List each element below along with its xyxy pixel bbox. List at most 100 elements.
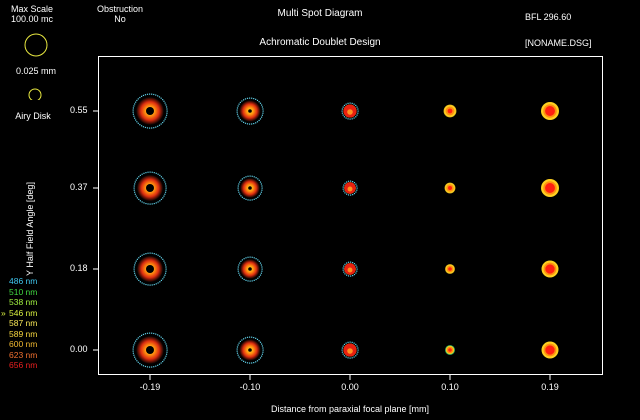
x-tick-label: -0.19 [139, 382, 161, 392]
spot-ray [261, 185, 263, 187]
spot-ray [347, 180, 350, 182]
spot-ray [165, 114, 168, 116]
spot-ray [347, 102, 349, 104]
spot-ray [153, 172, 155, 174]
spot-ray [145, 172, 147, 174]
chart-title: Multi Spot Diagram [277, 8, 363, 19]
spot-ray [136, 121, 138, 123]
spot-ray [237, 189, 239, 191]
spot-ray [141, 95, 143, 97]
spot-ray [157, 95, 159, 97]
spot-ray [255, 361, 257, 363]
spot-ray [351, 341, 353, 343]
spot-ray [257, 277, 259, 279]
spot-ray [236, 111, 238, 113]
spot-ray [255, 177, 257, 179]
spot-ray [243, 338, 245, 340]
spot-ray [165, 116, 167, 118]
spot-ray [353, 342, 355, 344]
spot-ray [249, 256, 251, 258]
spot-ray [248, 336, 251, 338]
spot-ray [151, 127, 153, 129]
spot-center [347, 267, 353, 273]
spot-ray [259, 102, 262, 104]
spot-ray [241, 339, 243, 341]
spot-ray [251, 123, 253, 125]
spot-ray [163, 195, 165, 197]
spot-ray [255, 197, 257, 200]
spot-ray [349, 357, 351, 359]
plot-frame [98, 56, 603, 375]
spot-ray [261, 353, 264, 355]
spot-ray [243, 99, 245, 101]
spot-ray [144, 126, 147, 129]
spot-ray [261, 270, 263, 272]
spot-ray [245, 279, 247, 281]
spot-ray [166, 349, 168, 351]
spot-core [447, 108, 453, 114]
spot-ray [135, 101, 137, 103]
spot-ray [352, 261, 354, 264]
x-tick-label: 0.00 [341, 382, 359, 392]
spot-ray [237, 268, 239, 270]
spot-ray [253, 122, 255, 125]
spot-ray [162, 177, 164, 179]
spot-ray [256, 360, 259, 362]
spot-ray [135, 179, 137, 181]
spot-ray [343, 355, 346, 357]
spot-ray [239, 274, 241, 276]
spot-ray [258, 119, 260, 122]
spot-ray [356, 187, 358, 189]
spot-ray [153, 202, 155, 205]
spot-ray [244, 122, 247, 124]
spot-ray [160, 198, 163, 201]
spot-ray [157, 334, 159, 336]
spot-ring [445, 264, 455, 274]
spot-center [347, 348, 353, 354]
spot-ray [347, 341, 349, 343]
spot-ray [342, 353, 344, 355]
spot-ray [238, 272, 240, 274]
spot-ray [238, 103, 240, 105]
spot-ray [238, 183, 240, 185]
spot-ray [133, 268, 135, 270]
spot-ray [134, 103, 136, 105]
spot-ray [151, 252, 153, 254]
spot-ray [134, 181, 136, 183]
y-tick-label: 0.18 [70, 263, 88, 273]
spot-ray [141, 282, 143, 284]
spot-ray [236, 350, 238, 352]
spot-ray [163, 260, 165, 262]
spot-ray [164, 272, 167, 274]
spot-ray [258, 179, 260, 181]
spot-ray [353, 273, 356, 276]
spot-ray [160, 279, 163, 282]
spot-ray [248, 97, 251, 99]
spot-ray [257, 259, 259, 261]
spot-ray [351, 102, 353, 104]
spot-ray [255, 122, 257, 124]
spot-ray [345, 103, 347, 105]
spot-ray [163, 359, 165, 361]
spot-ray [350, 194, 352, 196]
spot-ray [139, 363, 141, 365]
spot-ray [162, 258, 164, 260]
spot-ray [135, 195, 137, 197]
spot-ray [162, 121, 164, 124]
spot-ray [157, 173, 159, 175]
spot-ray [136, 278, 139, 280]
spot-ray [164, 183, 167, 185]
spot-hole [146, 346, 154, 354]
spot-hole [146, 107, 154, 115]
spot-ray [166, 108, 168, 110]
spot-ray [350, 261, 352, 263]
spot-ray [236, 109, 238, 111]
spot-ray [251, 175, 253, 177]
spot-ray [355, 343, 357, 346]
spot-ray [136, 99, 138, 102]
spot-ray [157, 201, 159, 203]
spot-ray [345, 356, 347, 358]
spot-ray [343, 116, 346, 118]
spot-ray [236, 107, 239, 109]
